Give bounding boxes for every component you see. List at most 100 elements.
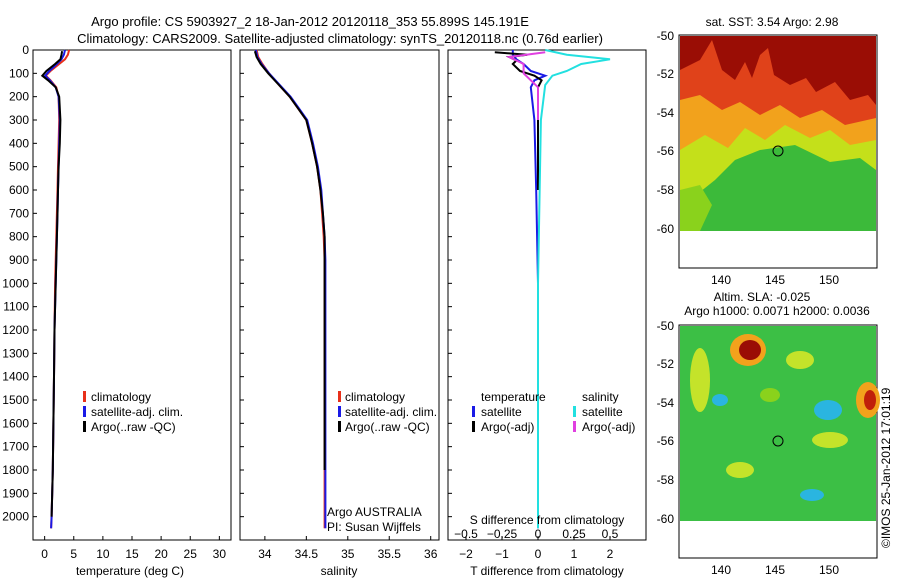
series-line-salinity-argo-adj- [505,51,546,120]
depth-tick-label: 1600 [2,416,29,430]
depth-tick-label: 300 [9,113,29,127]
series-line-argo-raw-qc- [253,50,326,470]
depth-tick-label: 700 [9,206,29,220]
tick-label: 140 [711,273,731,287]
tick-label: 145 [765,273,785,287]
sst-green-zone [690,145,876,231]
series-line-satellite-adj-clim- [254,49,327,529]
depth-tick-label: 900 [9,253,29,267]
s-tick-label: −0.5 [454,527,478,541]
legend-label: Argo(..raw -QC) [91,420,176,434]
legend-label: Argo(..raw -QC) [345,420,430,434]
legend-swatch-argo [83,421,86,432]
temperature-x-ticks: 0 5 10 15 20 25 30 [41,536,226,561]
sla-blue-anomaly [800,489,824,501]
s-tick-label: 0.25 [562,527,586,541]
tick-label: -52 [657,67,675,81]
depth-tick-label: 1200 [2,323,29,337]
difference-panel-frame [447,49,647,541]
difference-x-ticks: −2 −1 0 1 2 −0.5 −0.25 0 0.25 0.5 [454,527,619,561]
tick-label: -60 [657,512,675,526]
legend-swatch-satellite [83,406,86,417]
salinity-panel-frame [239,49,440,541]
salinity-x-label: salinity [321,564,358,578]
x-tick-label: 1 [571,547,578,561]
sla-lime-anomaly [760,388,780,402]
tick-label: 140 [711,563,731,577]
x-tick-label: 5 [70,547,77,561]
s-difference-label: S difference from climatology [470,513,625,527]
profile-lines [40,49,611,529]
depth-tick-label: 1300 [2,346,29,360]
sst-lime-patch [680,185,712,231]
depth-tick-label: 1000 [2,276,29,290]
tick-label: -54 [657,106,675,120]
depth-axis: 0 100 200 300 400 500 600 700 800 900 1000 1100 1200… [2,43,452,524]
depth-tick-label: 2000 [2,510,29,524]
series-line-salinity-satellite [537,49,611,529]
x-tick-label: 36 [424,547,438,561]
x-tick-label: 35 [341,547,355,561]
x-tick-label: 25 [184,547,198,561]
depth-tick-label: 600 [9,183,29,197]
legend-label: satellite-adj. clim. [91,405,183,419]
legend-swatch-climatology [83,391,86,402]
legend-label: satellite-adj. clim. [345,405,437,419]
figure-title-line1: Argo profile: CS 5903927_2 18-Jan-2012 2… [91,14,529,29]
argo-location-marker [772,435,784,447]
tick-label: 145 [765,563,785,577]
sst-y-ticks: -50 -52 -54 -56 -58 -60 [657,29,675,236]
legend-label: Argo(-adj) [582,420,635,434]
imos-watermark: ©IMOS 25-Jan-2012 17:01:19 [879,387,893,548]
sst-map-title: sat. SST: 3.54 Argo: 2.98 [706,15,839,29]
salinity-x-ticks: 34 34.5 35 35.5 36 [258,536,438,561]
legend-label: Argo(-adj) [481,420,534,434]
legend-swatch-satellite [338,406,341,417]
x-tick-label: 2 [607,547,614,561]
tick-label: -52 [657,357,675,371]
legend-label: climatology [91,390,151,404]
depth-tick-label: 1900 [2,486,29,500]
sla-red-anomaly [739,340,761,360]
x-tick-label: 35.5 [378,547,402,561]
sla-yellow-anomaly [690,348,710,412]
sla-background [680,326,876,521]
depth-tick-label: 1100 [3,300,29,314]
pi-label: PI: Susan Wijffels [327,520,421,534]
temperature-x-label: temperature (deg C) [76,564,184,578]
sla-map-title-line1: Altim. SLA: -0.025 [714,290,811,304]
sla-blue-anomaly [712,394,728,406]
x-tick-label: 15 [125,547,139,561]
legend-swatch-argo [338,421,341,432]
depth-tick-label: 500 [9,160,29,174]
tick-label: -60 [657,222,675,236]
legend-swatch-climatology [338,391,341,402]
sla-x-ticks: 140 145 150 [711,563,839,577]
depth-tick-label: 1500 [2,393,29,407]
depth-tick-label: 200 [9,90,29,104]
legend-label: satellite [481,405,522,419]
depth-tick-label: 1700 [2,440,29,454]
sla-map: -50 -52 -54 -56 -58 -60 140 145 150 [657,319,880,577]
sst-map: -50 -52 -54 -56 -58 -60 140 145 150 [657,29,878,287]
series-line-argo-raw-qc- [40,51,64,517]
depth-tick-label: 400 [9,136,29,150]
difference-legend: temperature satellite Argo(-adj) salinit… [472,390,635,434]
argo-program-label: Argo AUSTRALIA [327,505,422,519]
x-tick-label: 0 [41,547,48,561]
sla-red-anomaly [864,390,876,410]
argo-location-marker [772,145,784,157]
difference-x-label: T difference from climatology [470,564,624,578]
depth-tick-label: 1400 [2,370,29,384]
legend-title-salinity: salinity [582,390,619,404]
tick-label: -50 [657,319,675,333]
tick-label: -56 [657,144,675,158]
x-tick-label: 34 [258,547,272,561]
depth-tick-label: 0 [22,43,29,57]
figure-title-line2: Climatology: CARS2009. Satellite-adjuste… [77,31,603,46]
sst-x-ticks: 140 145 150 [711,273,839,287]
sla-y-ticks: -50 -52 -54 -56 -58 -60 [657,319,675,526]
x-tick-label: 0 [535,547,542,561]
x-tick-label: −2 [459,547,473,561]
